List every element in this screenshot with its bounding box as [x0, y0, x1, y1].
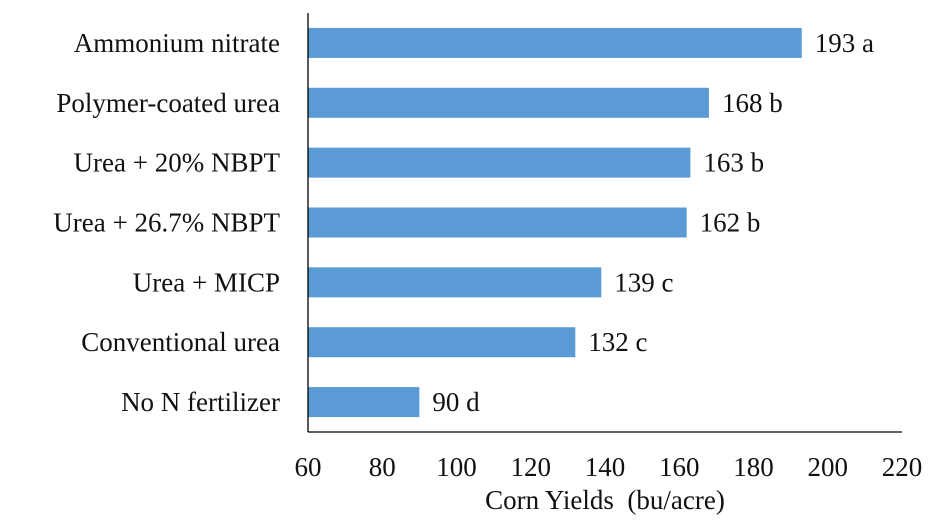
- x-axis-title: Corn Yields (bu/acre): [485, 485, 725, 515]
- bars-group: [308, 27, 802, 418]
- x-tick-label: 60: [295, 452, 322, 482]
- x-tick-label: 80: [369, 452, 396, 482]
- category-label: Ammonium nitrate: [74, 28, 280, 58]
- data-label: 168 b: [722, 88, 783, 118]
- data-label: 132 c: [588, 327, 647, 357]
- x-tick-label: 120: [511, 452, 552, 482]
- bar: [308, 267, 602, 298]
- data-label: 193 a: [815, 28, 874, 58]
- tick-labels-group: 60 80 100 120 140 160 180 200 220: [295, 452, 923, 482]
- x-tick-label: 140: [585, 452, 626, 482]
- x-tick-label: 160: [659, 452, 700, 482]
- category-label: Conventional urea: [81, 327, 280, 357]
- x-tick-label: 100: [436, 452, 477, 482]
- category-label: Polymer-coated urea: [56, 88, 280, 118]
- category-labels-group: Ammonium nitrate Polymer-coated urea Urea …: [53, 28, 280, 417]
- bar: [308, 147, 691, 178]
- bar: [308, 27, 802, 58]
- bar: [308, 327, 576, 358]
- x-tick-label: 220: [882, 452, 923, 482]
- bar: [308, 87, 709, 118]
- data-label: 139 c: [614, 267, 673, 297]
- data-label: 163 b: [703, 148, 764, 178]
- bar: [308, 207, 687, 238]
- category-label: Urea + 26.7% NBPT: [53, 208, 280, 238]
- data-label: 162 b: [700, 208, 761, 238]
- category-label: Urea + MICP: [133, 267, 280, 297]
- bar: [308, 387, 420, 418]
- category-label: Urea + 20% NBPT: [74, 148, 281, 178]
- x-tick-label: 200: [808, 452, 849, 482]
- data-labels-group: 193 a 168 b 163 b 162 b 139 c 132 c 90 d: [432, 28, 874, 417]
- data-label: 90 d: [432, 387, 480, 417]
- category-label: No N fertilizer: [121, 387, 280, 417]
- x-tick-label: 180: [733, 452, 774, 482]
